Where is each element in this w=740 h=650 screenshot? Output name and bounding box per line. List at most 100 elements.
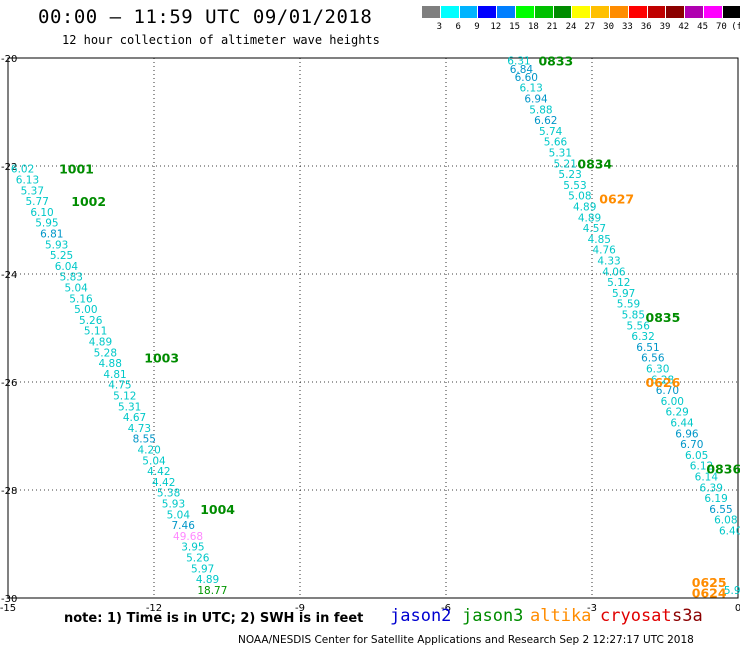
color-swatch	[647, 6, 666, 18]
pass-time-label: 0626	[646, 375, 681, 390]
wave-height-point: 6.00	[661, 396, 684, 408]
wave-height-point: 6.44	[670, 418, 694, 430]
wave-height-point: 5.93	[45, 239, 68, 251]
wave-height-point: 4.89	[573, 202, 596, 214]
color-swatch	[628, 6, 647, 18]
wave-height-point: 4.20	[137, 445, 160, 457]
wave-height-point: 5.11	[84, 326, 107, 338]
wave-height-point: 4.85	[588, 234, 611, 246]
color-scale-label: 33	[621, 22, 633, 32]
wave-height-point: 5.85	[622, 310, 645, 322]
x-tick-label: -12	[146, 603, 162, 614]
wave-height-point: 5.97	[191, 563, 214, 575]
wave-height-point: 8.55	[133, 434, 156, 446]
wave-height-point: 4.57	[583, 223, 606, 235]
wave-height-point: 4.89	[89, 337, 112, 349]
wave-height-point: 6.08	[714, 515, 737, 527]
color-swatch	[704, 6, 722, 18]
wave-height-point: 5.12	[607, 277, 630, 289]
wave-height-point: 6.32	[631, 331, 654, 343]
wave-height-point: 6.55	[709, 504, 732, 516]
wave-height-point: 4.89	[578, 212, 601, 224]
color-scale-label: 27	[584, 22, 596, 32]
wave-height-point: 6.84	[510, 64, 534, 76]
pass-time-label: 0625	[692, 575, 727, 590]
color-scale-label: 6	[455, 22, 461, 32]
wave-height-point: 5.16	[69, 293, 93, 305]
color-swatch	[610, 6, 628, 18]
wave-height-point: 4.42	[147, 466, 170, 478]
wave-height-point: 6.70	[680, 439, 703, 451]
pass-time-label: 0834	[577, 156, 612, 171]
wave-height-point: 5.94	[724, 585, 740, 597]
wave-height-point: 5.28	[94, 347, 117, 359]
color-scale-label: 3	[436, 22, 443, 32]
color-swatch	[685, 6, 703, 18]
color-swatch	[422, 6, 440, 18]
satellite-legend-item: jason3	[462, 606, 524, 626]
wave-height-point: 5.77	[26, 196, 49, 208]
color-swatch	[497, 6, 515, 18]
color-swatch	[440, 6, 459, 18]
wave-height-point: 5.26	[79, 315, 103, 327]
wave-height-point: 5.23	[558, 169, 581, 181]
wave-height-point: 4.88	[99, 358, 122, 370]
wave-height-point: 4.76	[592, 245, 616, 257]
pass-time-label: 1004	[200, 502, 235, 517]
wave-height-point: 5.66	[544, 137, 568, 149]
wave-height-point: 6.31	[507, 56, 530, 68]
wave-height-point: 5.31	[549, 148, 572, 160]
wave-height-point: 4.89	[196, 574, 219, 586]
color-scale-label: 18	[527, 22, 539, 32]
color-scale-label: 12	[490, 22, 502, 32]
wave-height-point: 6.70	[656, 385, 679, 397]
wave-height-point: 5.08	[568, 191, 591, 203]
wave-height-point: 6.56	[641, 353, 665, 365]
pass-time-label: 0624	[692, 586, 727, 601]
wave-height-point: 4.42	[152, 477, 175, 489]
wave-height-point: 6.40	[719, 526, 740, 538]
satellite-legend-item: jason2	[390, 606, 452, 626]
wave-height-point: 5.26	[186, 553, 210, 565]
color-scale-label: 42	[678, 22, 690, 32]
wave-height-point: 6.39	[700, 482, 723, 494]
units-note: note: 1) Time is in UTC; 2) SWH is in fe…	[64, 611, 364, 626]
wave-height-point: 5.53	[563, 180, 586, 192]
color-swatch	[553, 6, 572, 18]
color-swatch	[572, 6, 591, 18]
wave-height-point: 5.83	[60, 272, 83, 284]
wave-height-point: 5.04	[142, 455, 166, 467]
wave-height-point: 5.21	[554, 158, 577, 170]
wave-height-point: 6.51	[636, 342, 659, 354]
wave-height-point: 6.60	[515, 72, 538, 84]
wave-height-point: 5.74	[539, 126, 563, 138]
wave-height-point: 6.28	[651, 374, 674, 386]
wave-height-point: 5.04	[64, 283, 88, 295]
color-scale-label: 9	[474, 22, 480, 32]
wave-height-point: 5.88	[529, 104, 552, 116]
wave-height-point: 18.77	[197, 585, 227, 597]
color-scale-label: 21	[546, 22, 558, 32]
wave-height-point: 4.73	[128, 423, 151, 435]
wave-height-point: 5.95	[35, 218, 58, 230]
color-swatch	[534, 6, 553, 18]
x-tick-label: -15	[0, 603, 16, 614]
wave-height-point: 3.95	[181, 542, 204, 554]
wave-height-point: 4.81	[103, 369, 126, 381]
wave-height-point: 4.75	[108, 380, 131, 392]
wave-height-point: 5.00	[74, 304, 97, 316]
wave-height-point: 6.29	[665, 407, 688, 419]
color-scale-label: 30	[603, 22, 615, 32]
color-scale-label: 24	[565, 22, 577, 32]
wave-height-point: 5.38	[157, 488, 180, 500]
x-tick-label: -6	[441, 603, 451, 614]
wave-height-point: 5.97	[612, 288, 635, 300]
wave-height-point: 5.93	[162, 499, 185, 511]
page-subtitle: 12 hour collection of altimeter wave hei…	[62, 33, 380, 47]
color-swatch	[459, 6, 478, 18]
wave-height-point: 5.12	[113, 391, 136, 403]
x-tick-label: -9	[295, 603, 305, 614]
wave-height-point: 5.25	[50, 250, 73, 262]
wave-height-point: 5.59	[617, 299, 640, 311]
